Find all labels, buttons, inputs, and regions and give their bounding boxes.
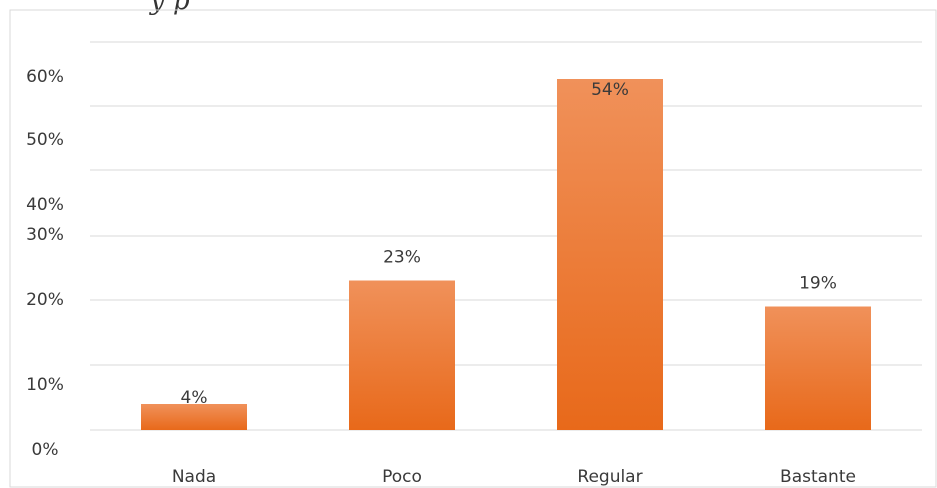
bar-nada [141, 404, 247, 430]
data-label: 4% [181, 388, 208, 408]
x-category-label: Regular [577, 467, 642, 487]
y-tick-label: 50% [26, 130, 64, 150]
x-category-label: Nada [172, 467, 216, 487]
y-tick-label: 60% [26, 67, 64, 87]
data-label: 19% [799, 274, 837, 294]
y-tick-label: 0% [32, 440, 59, 460]
bar-bastante [765, 306, 871, 430]
y-tick-label: 40% [26, 195, 64, 215]
bar-regular [557, 79, 663, 430]
x-axis-category-labels: Nada Poco Regular Bastante [172, 467, 856, 487]
data-label: 54% [591, 80, 629, 100]
chart-title-fragment: y p [150, 0, 190, 16]
x-category-label: Bastante [780, 467, 856, 487]
chart-border [9, 9, 937, 488]
x-category-label: Poco [382, 467, 422, 487]
y-tick-label: 30% [26, 225, 64, 245]
y-tick-label: 10% [26, 375, 64, 395]
bar-poco [349, 280, 455, 430]
y-axis-tick-labels: 0% 10% 20% 30% 40% 50% 60% [26, 67, 64, 460]
data-label: 23% [383, 248, 421, 268]
y-tick-label: 20% [26, 290, 64, 310]
bars: 4% 23% 54% 19% [141, 79, 871, 430]
